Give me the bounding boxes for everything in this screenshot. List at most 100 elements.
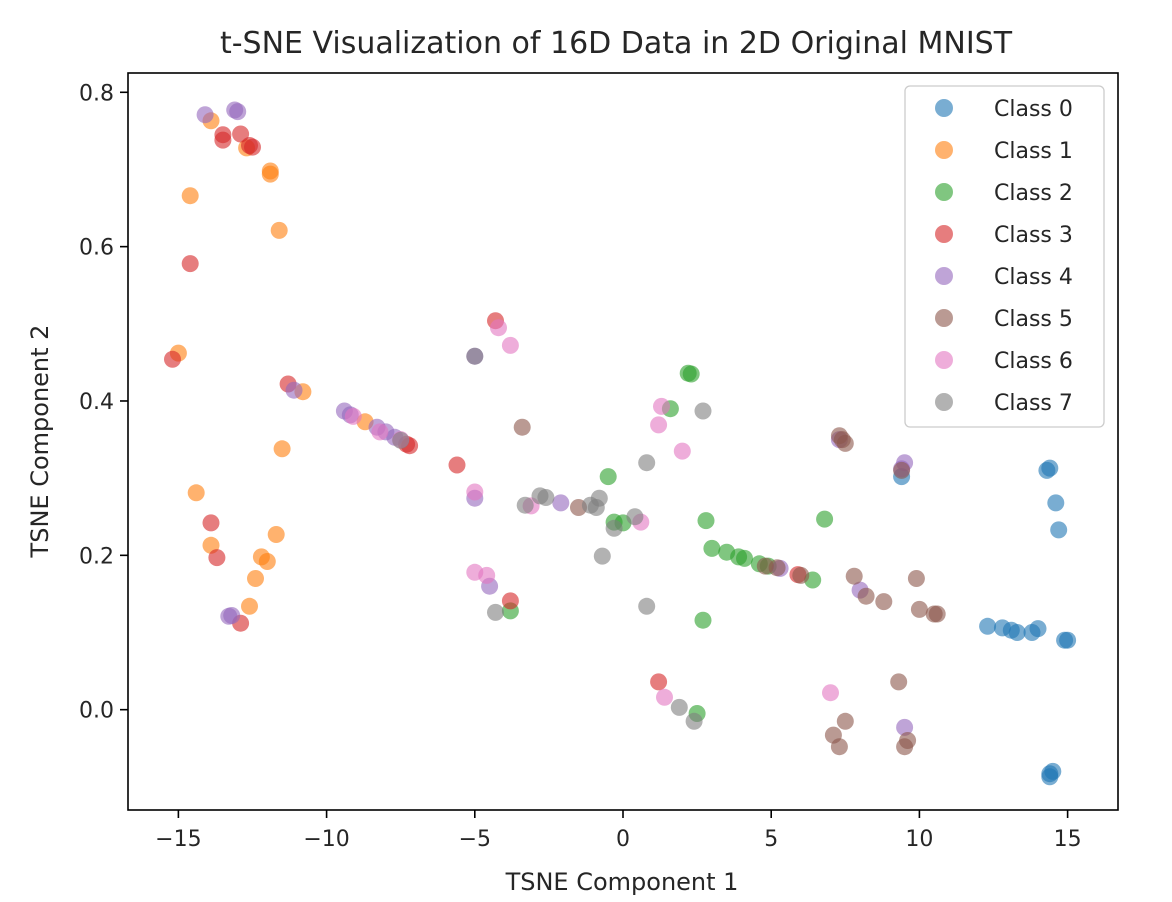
- point-class-5-0: [513, 418, 531, 436]
- point-class-7-7: [537, 489, 555, 506]
- point-class-6-5: [650, 416, 668, 434]
- point-class-6-2: [466, 483, 484, 501]
- point-class-7-12: [638, 597, 656, 615]
- y-axis-label: TSNE Component 2: [26, 325, 54, 559]
- x-tick-label: −15: [155, 827, 201, 852]
- point-class-6-6: [673, 442, 691, 460]
- point-class-0-4: [979, 617, 997, 635]
- point-class-5-16: [890, 673, 908, 691]
- legend-marker-class-2: [935, 183, 953, 201]
- legend-items: Class 0 Class 1 Class 2 Class 3 Class 4 Class…: [935, 97, 1073, 416]
- point-class-4-3: [285, 381, 303, 399]
- scatter-points: [164, 101, 1077, 786]
- point-class-6-1: [501, 336, 519, 354]
- point-class-0-14: [1041, 768, 1059, 786]
- point-class-3-16: [650, 673, 668, 691]
- x-tick-label: 0: [616, 827, 630, 852]
- point-class-5-18: [836, 712, 854, 730]
- point-class-5-14: [792, 566, 810, 584]
- point-class-1-9: [273, 440, 291, 458]
- point-class-2-6: [697, 512, 715, 530]
- point-class-3-6: [164, 350, 181, 368]
- point-class-2-8: [703, 539, 721, 557]
- legend-marker-class-7: [935, 393, 953, 411]
- point-class-3-13: [208, 549, 226, 567]
- point-class-3-15: [501, 592, 519, 610]
- point-class-7-8: [581, 496, 599, 514]
- legend: Class 0 Class 1 Class 2 Class 3 Class 4 Class…: [904, 85, 1105, 428]
- point-class-0-11: [1059, 631, 1077, 649]
- chart-title: t-SNE Visualization of 16D Data in 2D Or…: [220, 26, 1013, 61]
- point-class-4-2: [229, 103, 247, 121]
- point-class-5-9: [910, 600, 928, 618]
- point-class-7-11: [593, 547, 611, 565]
- point-class-1-4: [181, 187, 199, 205]
- point-class-1-14: [258, 553, 276, 570]
- point-class-3-10: [448, 456, 466, 474]
- legend-label-class-6: Class 6: [994, 349, 1073, 374]
- point-class-5-4: [893, 461, 911, 479]
- point-class-5-5: [845, 567, 863, 585]
- point-class-4-14: [552, 494, 570, 512]
- point-class-1-15: [247, 570, 264, 587]
- point-class-5-21: [896, 738, 914, 756]
- point-class-6-0: [490, 319, 507, 337]
- x-tick-label: 15: [1054, 827, 1082, 852]
- point-class-0-7: [1008, 624, 1026, 641]
- legend-label-class-7: Class 7: [994, 391, 1073, 416]
- point-class-1-16: [241, 597, 258, 615]
- point-class-7-16: [392, 431, 410, 449]
- y-axis-ticks: 0.0 0.2 0.4 0.6 0.8: [79, 81, 128, 724]
- legend-marker-class-1: [935, 141, 953, 159]
- legend-label-class-0: Class 0: [994, 97, 1073, 122]
- point-class-2-1: [682, 365, 700, 383]
- point-class-6-13: [656, 688, 673, 706]
- legend-label-class-3: Class 3: [994, 223, 1073, 248]
- y-tick-label: 0.6: [79, 236, 114, 261]
- point-class-5-13: [768, 559, 786, 577]
- point-class-2-7: [816, 510, 834, 528]
- legend-marker-class-5: [935, 309, 953, 327]
- point-class-5-8: [875, 593, 893, 611]
- legend-label-class-2: Class 2: [994, 181, 1073, 206]
- x-axis-label: TSNE Component 1: [505, 868, 739, 896]
- x-tick-label: −10: [303, 827, 349, 852]
- point-class-6-12: [344, 407, 362, 425]
- x-tick-label: 10: [905, 827, 933, 852]
- point-class-2-3: [599, 468, 617, 486]
- point-class-6-4: [653, 397, 670, 415]
- point-class-3-1: [214, 131, 232, 149]
- y-tick-label: 0.4: [79, 390, 114, 415]
- point-class-6-10: [371, 423, 389, 441]
- point-class-5-7: [857, 587, 875, 605]
- legend-marker-class-6: [935, 351, 953, 369]
- point-class-1-5: [270, 221, 288, 239]
- point-class-0-1: [1041, 459, 1059, 477]
- point-class-7-15: [685, 712, 703, 730]
- y-tick-label: 0.8: [79, 81, 114, 106]
- point-class-1-10: [187, 484, 205, 502]
- point-class-5-19: [830, 738, 848, 756]
- x-tick-label: −5: [459, 827, 491, 852]
- point-class-7-2: [638, 454, 656, 472]
- point-class-3-4: [244, 138, 261, 156]
- point-class-0-3: [1050, 521, 1068, 539]
- point-class-5-3: [836, 434, 854, 452]
- x-axis-ticks: −15 −10 −5 0 5 10 15: [155, 810, 1082, 852]
- point-class-4-0: [196, 106, 214, 124]
- legend-label-class-4: Class 4: [994, 265, 1073, 290]
- point-class-4-20: [896, 718, 914, 736]
- legend-marker-class-4: [935, 267, 953, 285]
- y-tick-label: 0.2: [79, 544, 114, 569]
- legend-label-class-1: Class 1: [994, 139, 1073, 164]
- point-class-2-15: [694, 611, 712, 629]
- legend-label-class-5: Class 5: [994, 307, 1073, 332]
- point-class-6-9: [478, 566, 496, 584]
- point-class-0-2: [1047, 494, 1065, 512]
- point-class-7-1: [694, 402, 712, 420]
- point-class-0-9: [1029, 620, 1047, 638]
- point-class-1-3: [261, 165, 279, 183]
- point-class-5-11: [928, 605, 946, 623]
- point-class-7-5: [516, 496, 534, 514]
